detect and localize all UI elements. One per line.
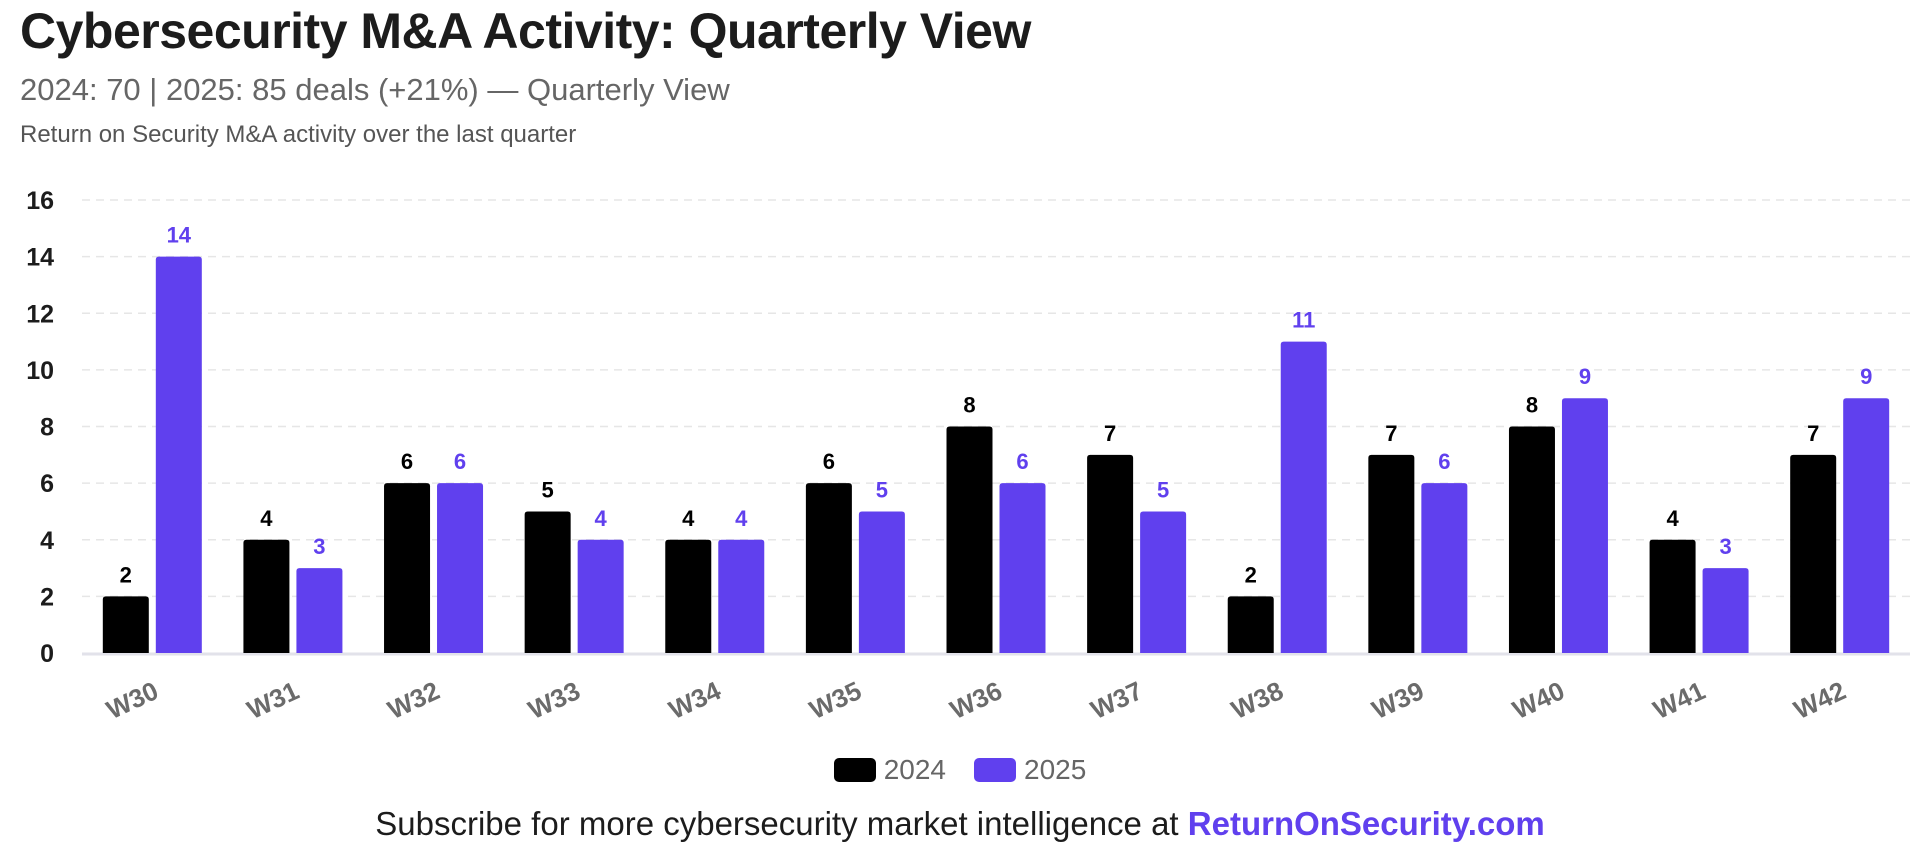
x-tick-label: W33 xyxy=(524,675,585,725)
data-label-2024-W35: 6 xyxy=(823,449,835,474)
data-label-2025-W32: 6 xyxy=(454,449,466,474)
y-tick-label: 4 xyxy=(40,527,54,555)
x-tick-label: W38 xyxy=(1227,675,1288,725)
data-label-2025-W40: 9 xyxy=(1579,364,1591,389)
bar-2024-W34 xyxy=(665,539,712,653)
chart-title: Cybersecurity M&A Activity: Quarterly Vi… xyxy=(20,3,1031,59)
data-label-2024-W40: 8 xyxy=(1526,393,1538,418)
bar-2025-W42 xyxy=(1843,398,1890,653)
data-label-2024-W41: 4 xyxy=(1666,506,1679,531)
bar-2025-W39 xyxy=(1421,483,1468,653)
x-tick-label: W39 xyxy=(1367,675,1428,725)
data-label-2025-W41: 3 xyxy=(1719,534,1731,559)
bar-2024-W32 xyxy=(384,483,431,653)
y-tick-label: 16 xyxy=(26,187,54,215)
data-labels: 2 14 4 3 6 6 5 4 4 4 6 5 8 6 7 5 2 11 7 6 8 9 4 3 7 9 xyxy=(120,223,1873,588)
data-label-2025-W31: 3 xyxy=(313,534,325,559)
y-tick-label: 0 xyxy=(40,640,54,668)
data-label-2025-W34: 4 xyxy=(735,506,748,531)
legend-swatch-2024 xyxy=(833,758,876,782)
bar-2025-W37 xyxy=(1140,511,1187,653)
x-tick-label: W35 xyxy=(805,675,866,725)
data-label-2024-W31: 4 xyxy=(260,506,273,531)
data-label-2024-W39: 7 xyxy=(1385,421,1397,446)
footer: Subscribe for more cybersecurity market … xyxy=(0,805,1920,843)
data-label-2025-W39: 6 xyxy=(1438,449,1450,474)
bar-2024-W39 xyxy=(1368,454,1415,653)
x-tick-label: W30 xyxy=(102,675,163,725)
bar-2024-W33 xyxy=(524,511,571,653)
bar-2024-W40 xyxy=(1508,426,1555,653)
bar-2024-W36 xyxy=(946,426,993,653)
bar-2025-W40 xyxy=(1561,398,1608,653)
y-tick-label: 8 xyxy=(40,414,54,442)
bar-2025-W38 xyxy=(1280,341,1327,653)
data-label-2025-W42: 9 xyxy=(1860,364,1872,389)
bar-2025-W35 xyxy=(858,511,905,653)
data-label-2024-W32: 6 xyxy=(401,449,413,474)
data-label-2025-W33: 4 xyxy=(595,506,608,531)
x-tick-label: W37 xyxy=(1086,675,1147,725)
data-label-2024-W33: 5 xyxy=(542,477,554,502)
gridlines xyxy=(82,199,1910,656)
y-tick-label: 14 xyxy=(26,244,54,272)
x-axis: W30 W31 W32 W33 W34 W35 W36 W37 W38 W39 W40 W41 W42 xyxy=(102,675,1851,725)
y-axis: 0 2 4 6 8 10 12 14 16 xyxy=(26,187,54,668)
data-label-2024-W30: 2 xyxy=(120,562,132,587)
legend-label-2024: 2024 xyxy=(883,754,946,785)
bar-2025-W30 xyxy=(155,256,202,653)
data-label-2024-W34: 4 xyxy=(682,506,695,531)
bar-2024-W30 xyxy=(102,596,149,653)
data-label-2024-W36: 8 xyxy=(963,393,975,418)
data-label-2024-W38: 2 xyxy=(1245,562,1257,587)
x-tick-label: W40 xyxy=(1508,675,1569,725)
data-label-2025-W35: 5 xyxy=(876,477,888,502)
x-tick-label: W42 xyxy=(1789,675,1850,725)
data-label-2025-W37: 5 xyxy=(1157,477,1169,502)
y-tick-label: 2 xyxy=(40,583,54,611)
bar-2025-W31 xyxy=(296,568,343,653)
bars xyxy=(102,256,1890,653)
y-tick-label: 6 xyxy=(40,470,54,498)
data-label-2025-W36: 6 xyxy=(1016,449,1028,474)
y-tick-label: 12 xyxy=(26,300,54,328)
legend-item-2024[interactable]: 2024 xyxy=(833,754,946,786)
footer-link[interactable]: ReturnOnSecurity.com xyxy=(1187,805,1545,842)
bar-2025-W34 xyxy=(718,539,765,653)
legend-swatch-2025 xyxy=(974,758,1016,782)
footer-text: Subscribe for more cybersecurity market … xyxy=(375,805,1188,842)
bar-2024-W42 xyxy=(1790,454,1837,653)
data-label-2025-W38: 11 xyxy=(1292,308,1315,333)
bar-chart: 0 2 4 6 8 10 12 14 16 2 14 4 3 6 6 5 4 4 4 6 5 8 6 7 5 2 11 7 6 8 9 4 3… xyxy=(26,187,1910,725)
chart-description: Return on Security M&A activity over the… xyxy=(20,121,577,148)
x-tick-label: W34 xyxy=(664,675,726,725)
x-tick-label: W36 xyxy=(945,675,1006,725)
legend-label-2025: 2025 xyxy=(1024,754,1087,785)
chart-subtitle: 2024: 70 | 2025: 85 deals (+21%) — Quart… xyxy=(20,72,730,107)
bar-2024-W37 xyxy=(1087,454,1134,653)
data-label-2024-W37: 7 xyxy=(1104,421,1116,446)
x-tick-label: W41 xyxy=(1648,675,1709,725)
bar-2024-W35 xyxy=(805,483,852,653)
bar-2025-W32 xyxy=(437,483,484,653)
y-tick-label: 10 xyxy=(26,357,54,385)
x-tick-label: W31 xyxy=(242,675,303,725)
bar-2025-W41 xyxy=(1702,568,1749,653)
data-label-2025-W30: 14 xyxy=(167,223,192,248)
legend: 2024 2025 xyxy=(0,754,1920,786)
x-tick-label: W32 xyxy=(383,675,444,725)
bar-2025-W36 xyxy=(999,483,1046,653)
bar-2025-W33 xyxy=(577,539,624,653)
data-label-2024-W42: 7 xyxy=(1807,421,1819,446)
bar-2024-W38 xyxy=(1227,596,1274,653)
legend-item-2025[interactable]: 2025 xyxy=(974,754,1086,786)
bar-2024-W41 xyxy=(1649,539,1696,653)
bar-2024-W31 xyxy=(243,539,290,653)
